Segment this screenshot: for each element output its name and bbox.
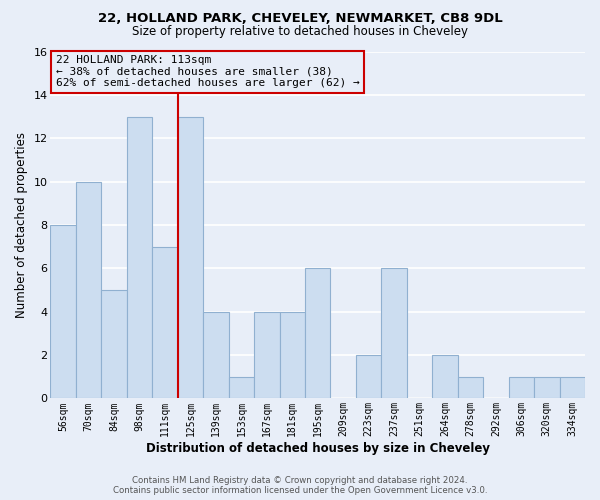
Y-axis label: Number of detached properties: Number of detached properties — [15, 132, 28, 318]
Bar — [101, 290, 127, 399]
Bar — [254, 312, 280, 398]
Bar — [229, 376, 254, 398]
Text: Contains HM Land Registry data © Crown copyright and database right 2024.
Contai: Contains HM Land Registry data © Crown c… — [113, 476, 487, 495]
Bar — [305, 268, 331, 398]
X-axis label: Distribution of detached houses by size in Cheveley: Distribution of detached houses by size … — [146, 442, 490, 455]
Bar — [509, 376, 534, 398]
Bar — [152, 246, 178, 398]
Text: 22 HOLLAND PARK: 113sqm
← 38% of detached houses are smaller (38)
62% of semi-de: 22 HOLLAND PARK: 113sqm ← 38% of detache… — [56, 55, 359, 88]
Bar — [50, 225, 76, 398]
Bar — [382, 268, 407, 398]
Bar — [356, 355, 382, 399]
Bar — [76, 182, 101, 398]
Text: Size of property relative to detached houses in Cheveley: Size of property relative to detached ho… — [132, 25, 468, 38]
Bar — [560, 376, 585, 398]
Bar — [432, 355, 458, 399]
Bar — [280, 312, 305, 398]
Bar — [458, 376, 483, 398]
Bar — [534, 376, 560, 398]
Bar — [127, 116, 152, 398]
Text: 22, HOLLAND PARK, CHEVELEY, NEWMARKET, CB8 9DL: 22, HOLLAND PARK, CHEVELEY, NEWMARKET, C… — [98, 12, 502, 26]
Bar — [203, 312, 229, 398]
Bar — [178, 116, 203, 398]
